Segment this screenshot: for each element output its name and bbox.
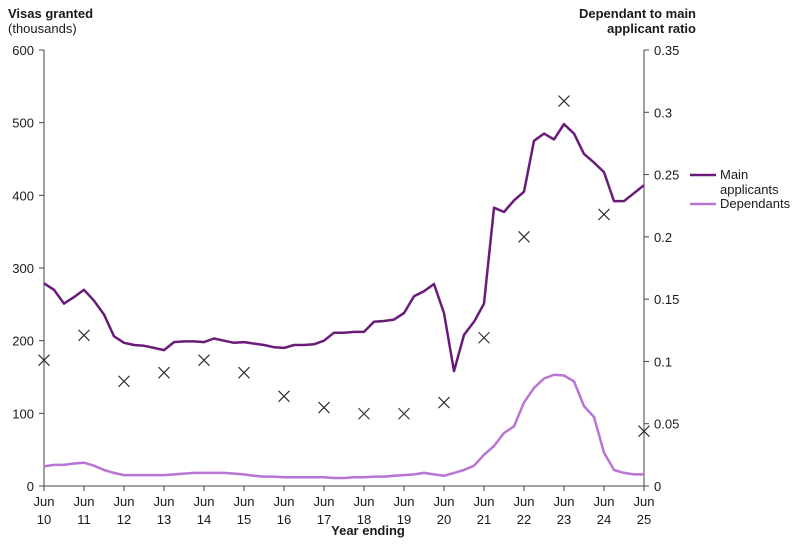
ratio-marker-stroke — [358, 407, 370, 420]
ratio-marker — [78, 329, 90, 342]
right-y-tick-label: 0 — [654, 479, 661, 494]
x-axis-title: Year ending — [331, 523, 405, 538]
x-tick-month-label: Jun — [354, 494, 375, 509]
left-y-tick-label: 600 — [12, 43, 34, 58]
ratio-marker-stroke — [638, 425, 650, 438]
x-tick-month-label: Jun — [474, 494, 495, 509]
left-axis-title-line1: Visas granted — [8, 6, 93, 21]
x-tick-year-label: 10 — [37, 512, 51, 527]
ratio-marker — [118, 375, 130, 388]
legend: Main applicants Dependants — [690, 167, 791, 211]
ratio-marker-stroke — [398, 407, 410, 420]
ratio-marker — [478, 331, 490, 344]
x-tick-month-label: Jun — [594, 494, 615, 509]
ratio-marker-stroke — [318, 401, 330, 414]
x-tick-month-label: Jun — [154, 494, 175, 509]
x-tick-year-label: 23 — [557, 512, 571, 527]
ratio-marker-stroke — [478, 331, 490, 344]
left-y-tick-label: 100 — [12, 406, 34, 421]
ratio-marker — [598, 208, 610, 221]
ratio-marker-stroke — [278, 390, 290, 403]
ratio-marker-stroke — [518, 230, 530, 243]
x-tick-year-label: 21 — [477, 512, 491, 527]
series-lines — [43, 122, 645, 480]
left-y-tick-label: 200 — [12, 334, 34, 349]
right-y-tick-label: 0.15 — [654, 292, 679, 307]
ratio-marker-stroke — [438, 396, 450, 409]
ratio-marker-stroke — [78, 329, 90, 342]
left-y-ticks: 0 100 200 300 400 500 600 — [12, 43, 44, 494]
x-tick-year-label: 25 — [637, 512, 651, 527]
left-y-tick-label: 0 — [27, 479, 34, 494]
ratio-marker — [38, 354, 50, 367]
x-tick-year-label: 12 — [117, 512, 131, 527]
right-axis-title-line2: applicant ratio — [607, 21, 696, 36]
x-tick-month-label: Jun — [634, 494, 655, 509]
right-y-tick-label: 0.25 — [654, 168, 679, 183]
x-tick-year-label: 19 — [397, 512, 411, 527]
ratio-marker — [158, 366, 170, 379]
right-y-tick-label: 0.35 — [654, 43, 679, 58]
ratio-marker-stroke — [238, 366, 250, 379]
right-y-ticks: 0 0.05 0.1 0.15 0.2 0.25 0.3 0.35 — [644, 43, 679, 494]
ratio-marker — [638, 425, 650, 438]
x-tick-month-label: Jun — [514, 494, 535, 509]
right-y-tick-label: 0.3 — [654, 105, 672, 120]
x-tick-year-label: 11 — [77, 512, 91, 527]
ratio-marker — [318, 401, 330, 414]
x-tick-month-label: Jun — [394, 494, 415, 509]
right-y-tick-label: 0.2 — [654, 230, 672, 245]
x-tick-year-label: 13 — [157, 512, 171, 527]
x-tick-year-label: 24 — [597, 512, 611, 527]
ratio-marker — [358, 407, 370, 420]
x-tick-year-label: 20 — [437, 512, 451, 527]
x-tick-year-label: 16 — [277, 512, 291, 527]
x-tick-month-label: Jun — [314, 494, 335, 509]
x-tick-month-label: Jun — [234, 494, 255, 509]
series-line-dependants — [43, 373, 644, 480]
x-tick-month-label: Jun — [194, 494, 215, 509]
ratio-marker — [558, 95, 570, 107]
left-y-tick-label: 300 — [12, 261, 34, 276]
legend-label-dependants: Dependants — [720, 196, 791, 211]
left-y-tick-label: 500 — [12, 116, 34, 131]
right-axis-title-line1: Dependant to main — [579, 6, 696, 21]
right-y-tick-label: 0.05 — [654, 417, 679, 432]
x-tick-year-label: 18 — [357, 512, 371, 527]
ratio-marker-stroke — [558, 95, 570, 107]
x-tick-month-label: Jun — [554, 494, 575, 509]
left-axis-title-line2: (thousands) — [8, 21, 77, 36]
legend-label-main: Main applicants — [720, 167, 779, 197]
x-tick-year-label: 22 — [517, 512, 531, 527]
ratio-marker-stroke — [598, 208, 610, 221]
ratio-marker — [438, 396, 450, 409]
x-tick-year-label: 17 — [317, 512, 331, 527]
ratio-marker-stroke — [198, 354, 210, 367]
x-tick-month-label: Jun — [274, 494, 295, 509]
x-tick-year-label: 15 — [237, 512, 251, 527]
series-line-main-applicants — [43, 122, 645, 373]
x-tick-month-label: Jun — [434, 494, 455, 509]
x-tick-month-label: Jun — [114, 494, 135, 509]
right-y-tick-label: 0.1 — [654, 354, 672, 369]
ratio-marker — [278, 390, 290, 403]
ratio-marker — [198, 354, 210, 367]
left-y-tick-label: 400 — [12, 188, 34, 203]
ratio-marker-stroke — [158, 366, 170, 379]
x-tick-year-label: 14 — [197, 512, 211, 527]
x-tick-month-label: Jun — [74, 494, 95, 509]
ratio-marker — [238, 366, 250, 379]
x-tick-month-label: Jun — [34, 494, 55, 509]
ratio-marker — [518, 230, 530, 243]
ratio-marker-stroke — [38, 354, 50, 367]
ratio-marker-stroke — [118, 375, 130, 388]
ratio-markers — [38, 95, 650, 438]
x-ticks: Jun 10 Jun 11 Jun 12 Jun 13 Jun 14 Jun 15 Jun 16 Jun 17… — [34, 486, 655, 527]
ratio-marker — [398, 407, 410, 420]
